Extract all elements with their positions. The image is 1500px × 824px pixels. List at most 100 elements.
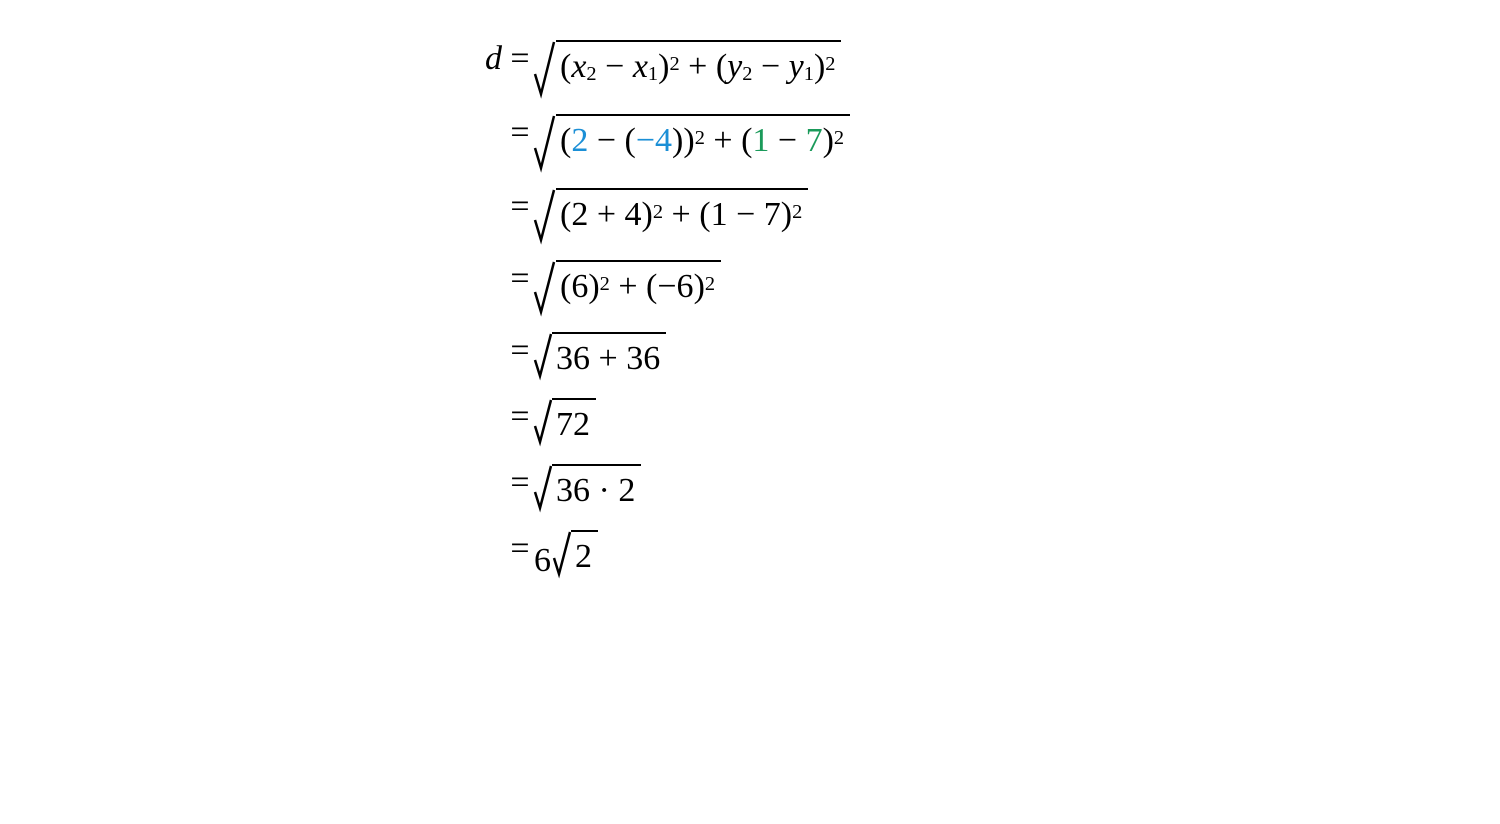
- radicand-3: ( 2 + 4 ) 2 + ( 1 − 7 ) 2: [556, 188, 808, 242]
- y2-value: 1: [752, 122, 769, 160]
- plus: +: [672, 196, 691, 234]
- sqrt-7: 36 · 2: [534, 464, 641, 510]
- cdot: ·: [599, 472, 610, 510]
- sq: 2: [695, 127, 705, 150]
- distance-formula-derivation: d = ( x2 − x1 ) 2 + (: [440, 40, 850, 596]
- row-simplify2: = ( 6 ) 2 + ( −6 ) 2: [440, 260, 850, 318]
- minus: −: [761, 48, 780, 86]
- lpar: (: [560, 48, 571, 86]
- sqrt-1: ( x2 − x1 ) 2 + ( y2 − y1 ) 2: [534, 40, 841, 96]
- equals-7: =: [506, 464, 534, 502]
- x2-value: 2: [571, 122, 588, 160]
- n1: 1: [711, 196, 728, 234]
- row-formula: d = ( x2 − x1 ) 2 + (: [440, 40, 850, 100]
- n36c: 36: [556, 472, 590, 510]
- plus: +: [599, 340, 618, 378]
- row-subst: = ( 2 − (−4) ) 2 + ( 1: [440, 114, 850, 174]
- rpar: ): [683, 122, 694, 160]
- n6: 6: [571, 268, 588, 306]
- y2-var: y: [727, 48, 742, 86]
- lpar: (: [560, 268, 571, 306]
- sq: 2: [600, 273, 610, 296]
- radicand-1: ( x2 − x1 ) 2 + ( y2 − y1 ) 2: [556, 40, 841, 96]
- radicand-8: 2: [571, 530, 598, 576]
- radicand-7: 36 · 2: [552, 464, 641, 510]
- rhs-5: 36 + 36: [534, 332, 666, 378]
- lpar: (: [646, 268, 657, 306]
- sq: 2: [834, 127, 844, 150]
- lpar: (: [699, 196, 710, 234]
- minus: −: [736, 196, 755, 234]
- sub1: 1: [648, 63, 658, 86]
- rpar: ): [672, 122, 683, 160]
- rhs-4: ( 6 ) 2 + ( −6 ) 2: [534, 260, 721, 314]
- n72: 72: [556, 406, 590, 444]
- minus: −: [778, 122, 797, 160]
- sq: 2: [653, 201, 663, 224]
- lpar: (: [741, 122, 752, 160]
- equals-5: =: [506, 332, 534, 370]
- sub1b: 1: [804, 63, 814, 86]
- radicand-2: ( 2 − (−4) ) 2 + ( 1 − 7 ) 2: [556, 114, 850, 170]
- radicand-4: ( 6 ) 2 + ( −6 ) 2: [556, 260, 721, 314]
- row-sum: = 36 + 36: [440, 332, 850, 384]
- rhs-6: 72: [534, 398, 596, 444]
- n2b: 2: [618, 472, 635, 510]
- plus: +: [618, 268, 637, 306]
- row-factor: = 36 · 2: [440, 464, 850, 516]
- row-simplify1: = ( 2 + 4 ) 2 + ( 1: [440, 188, 850, 246]
- sq: 2: [792, 201, 802, 224]
- sq: 2: [669, 53, 679, 76]
- lpar: (: [625, 122, 636, 160]
- sub2: 2: [586, 63, 596, 86]
- x1-var: x: [633, 48, 648, 86]
- x2-var: x: [571, 48, 586, 86]
- plus: +: [688, 48, 707, 86]
- radical-icon: [534, 332, 552, 378]
- lpar: (: [716, 48, 727, 86]
- rhs-3: ( 2 + 4 ) 2 + ( 1 − 7 ) 2: [534, 188, 808, 242]
- rpar: ): [823, 122, 834, 160]
- rhs-8: 6 2: [534, 530, 598, 576]
- plus: +: [713, 122, 732, 160]
- rpar: ): [781, 196, 792, 234]
- page: d = ( x2 − x1 ) 2 + (: [0, 0, 1500, 824]
- n36a: 36: [556, 340, 590, 378]
- radical-icon: [534, 260, 556, 314]
- n4: 4: [625, 196, 642, 234]
- radical-icon: [534, 114, 556, 170]
- sub2b: 2: [742, 63, 752, 86]
- rpar: ): [588, 268, 599, 306]
- equals-1: =: [506, 40, 534, 78]
- n2c: 2: [575, 538, 592, 576]
- sqrt-6: 72: [534, 398, 596, 444]
- neg6: −6: [657, 268, 693, 306]
- minus: −: [597, 122, 616, 160]
- rhs-7: 36 · 2: [534, 464, 641, 510]
- y1-value: 7: [806, 122, 823, 160]
- radical-icon: [534, 188, 556, 242]
- equals-6: =: [506, 398, 534, 436]
- rpar: ): [642, 196, 653, 234]
- rpar: ): [814, 48, 825, 86]
- rpar: ): [658, 48, 669, 86]
- radical-icon: [534, 464, 552, 510]
- equals-4: =: [506, 260, 534, 298]
- radical-icon: [534, 398, 552, 444]
- six-out: 6: [534, 542, 553, 580]
- sq: 2: [705, 273, 715, 296]
- n2: 2: [571, 196, 588, 234]
- radical-icon: [534, 40, 556, 96]
- sqrt-5: 36 + 36: [534, 332, 666, 378]
- radicand-6: 72: [552, 398, 596, 444]
- y1-var: y: [789, 48, 804, 86]
- n7: 7: [764, 196, 781, 234]
- equals-2: =: [506, 114, 534, 152]
- rhs-1: ( x2 − x1 ) 2 + ( y2 − y1 ) 2: [534, 40, 841, 96]
- lhs-d: d: [440, 40, 506, 78]
- lpar: (: [560, 196, 571, 234]
- var-d: d: [485, 40, 502, 77]
- equals-3: =: [506, 188, 534, 226]
- radical-icon: [553, 530, 571, 576]
- row-sqrt72: = 72: [440, 398, 850, 450]
